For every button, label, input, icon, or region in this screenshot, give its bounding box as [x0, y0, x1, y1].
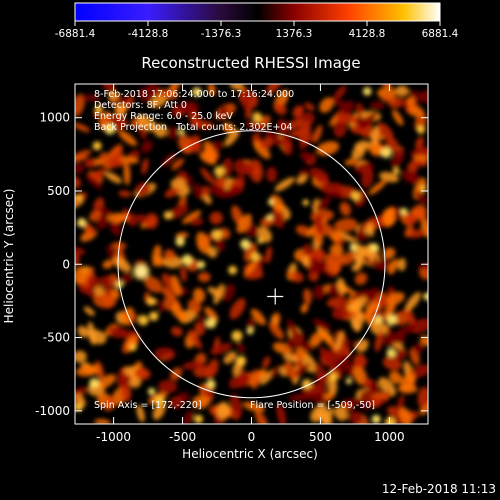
footer-timestamp: 12-Feb-2018 11:13 — [382, 482, 496, 496]
y-tick-label: 0 — [62, 257, 70, 271]
y-tick-label: -500 — [43, 331, 70, 345]
annotation-method: Back Projection Total counts: 2.302E+04 — [94, 122, 293, 133]
annotation-flare-position: Flare Position = [-509,-50] — [250, 400, 375, 411]
x-tick-label: -1000 — [96, 430, 131, 444]
annotation-time-range: 8-Feb-2018 17:06:24.000 to 17:16:24.000 — [94, 89, 294, 100]
colorbar — [74, 2, 441, 22]
colorbar-tick-label: 1376.3 — [276, 28, 313, 40]
y-tick-label: -1000 — [35, 404, 70, 418]
x-axis-title: Heliocentric X (arcsec) — [182, 447, 318, 461]
colorbar-tick-label: 4128.8 — [349, 28, 386, 40]
colorbar-ticks: -6881.4 -4128.8 -1376.3 1376.3 4128.8 6881.4 — [55, 21, 459, 40]
chart-title: Reconstructed RHESSI Image — [141, 54, 360, 72]
x-tick-label: 0 — [248, 430, 256, 444]
annotation-detectors: Detectors: 8F, Att 0 — [94, 100, 187, 111]
annotation-spin-axis: Spin Axis = [172,-220] — [94, 400, 202, 411]
x-tick-label: -500 — [169, 430, 196, 444]
y-tick-label: 1000 — [39, 111, 70, 125]
plot-area — [74, 83, 429, 425]
y-axis-title: Heliocentric Y (arcsec) — [2, 189, 16, 324]
colorbar-tick-label: 6881.4 — [422, 28, 459, 40]
colorbar-tick-label: -4128.8 — [128, 28, 169, 40]
colorbar-tick-label: -6881.4 — [55, 28, 96, 40]
colorbar-tick-label: -1376.3 — [201, 28, 242, 40]
axes: -1000 -500 0 500 1000 -1000 -500 0 500 1000 — [35, 84, 428, 444]
x-tick-label: 1000 — [374, 430, 405, 444]
heatmap-image — [75, 84, 428, 424]
x-tick-label: 500 — [309, 430, 332, 444]
spin-axis-marker — [267, 288, 284, 305]
annotation-energy: Energy Range: 6.0 - 25.0 keV — [94, 111, 233, 122]
y-tick-label: 500 — [47, 184, 70, 198]
solar-limb-circle — [117, 130, 386, 399]
